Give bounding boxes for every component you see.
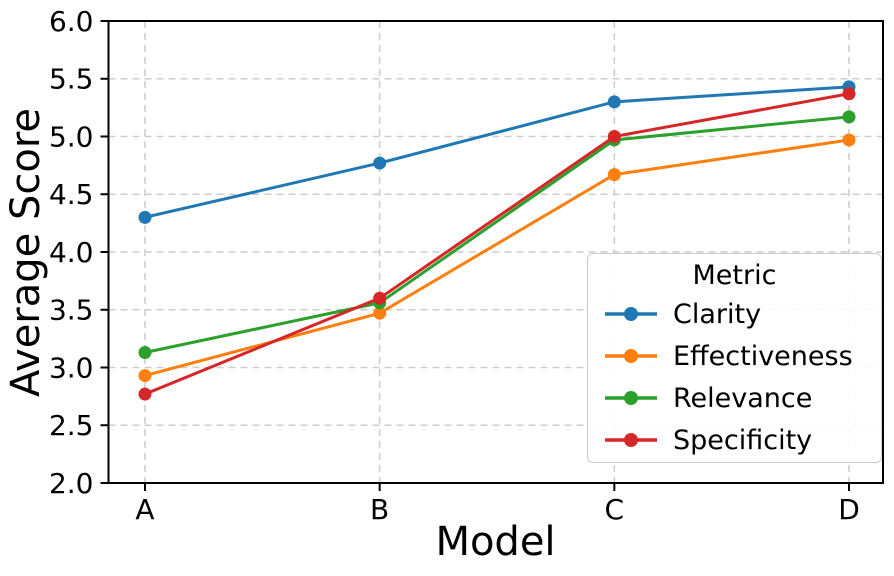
chart-legend: Metric Clarity Effectiveness Relevance Spec… <box>587 253 882 463</box>
x-tick-label-D: D <box>838 493 860 526</box>
y-tick-label: 5.0 <box>49 120 94 153</box>
data-point-specificity-A <box>138 387 152 401</box>
x-axis-label: Model <box>435 519 556 565</box>
data-point-effectiveness-B <box>373 306 387 320</box>
legend-marker-clarity <box>605 307 657 321</box>
series-line-relevance <box>144 115 850 354</box>
series-line-specificity <box>144 92 850 396</box>
legend-title: Metric <box>692 260 777 291</box>
data-point-relevance-D <box>842 110 856 124</box>
legend-entry-label: Relevance <box>673 382 813 414</box>
data-point-clarity-C <box>607 95 621 109</box>
y-tick-label: 2.5 <box>49 409 94 442</box>
legend-entry-label: Clarity <box>673 298 762 330</box>
x-tick-label-B: B <box>370 493 389 526</box>
y-axis-label: Average Score <box>3 107 49 397</box>
y-tick-label: 6.0 <box>49 5 94 38</box>
data-point-specificity-C <box>607 130 621 143</box>
x-tick-label-C: C <box>605 493 625 526</box>
legend-entry-effectiveness: Effectiveness <box>588 335 881 377</box>
legend-entry-label: Effectiveness <box>673 340 853 372</box>
legend-marker-effectiveness <box>605 349 657 363</box>
legend-entry-clarity: Clarity <box>588 293 881 335</box>
legend-marker-relevance <box>605 391 657 405</box>
data-point-clarity-B <box>373 156 387 170</box>
legend-marker-specificity <box>605 433 657 447</box>
series-line-effectiveness <box>144 138 850 378</box>
y-tick-label: 4.0 <box>49 236 94 269</box>
data-point-effectiveness-A <box>138 369 152 383</box>
data-point-specificity-D <box>842 87 856 101</box>
legend-entry-relevance: Relevance <box>588 377 881 419</box>
data-point-relevance-A <box>138 345 152 359</box>
series-line-clarity <box>144 85 850 219</box>
data-point-effectiveness-D <box>842 133 856 147</box>
data-point-effectiveness-C <box>607 168 621 182</box>
y-tick-label: 4.5 <box>49 178 94 211</box>
legend-entry-label: Specificity <box>673 424 813 456</box>
y-tick-label: 2.0 <box>49 467 94 500</box>
legend-entries: Clarity Effectiveness Relevance Specificity <box>588 293 881 461</box>
y-tick-label: 5.5 <box>49 63 94 96</box>
y-tick-label: 3.0 <box>49 351 94 384</box>
data-point-specificity-B <box>373 291 387 305</box>
y-tick-label: 3.5 <box>49 294 94 327</box>
x-tick-label-A: A <box>135 493 154 526</box>
legend-entry-specificity: Specificity <box>588 419 881 461</box>
data-point-clarity-A <box>138 210 152 224</box>
